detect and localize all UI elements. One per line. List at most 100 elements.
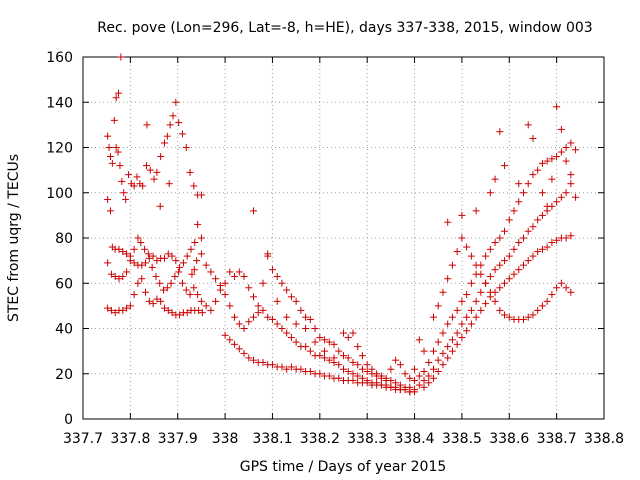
data-point	[115, 245, 123, 253]
data-point	[207, 306, 215, 314]
y-tick-label: 60	[55, 276, 73, 292]
data-point	[123, 250, 131, 258]
data-point	[302, 343, 310, 351]
data-point	[543, 243, 551, 251]
data-point	[501, 227, 509, 235]
data-point	[231, 340, 239, 348]
data-point	[149, 252, 157, 260]
data-point	[354, 343, 362, 351]
x-tick-label: 338.1	[252, 431, 292, 447]
data-point	[458, 334, 466, 342]
data-point	[306, 347, 314, 355]
data-point	[198, 309, 206, 317]
data-point	[344, 334, 352, 342]
data-point	[415, 336, 423, 344]
y-tick-label: 20	[55, 367, 73, 383]
data-point	[448, 347, 456, 355]
data-point	[130, 245, 138, 253]
data-point	[519, 234, 527, 242]
data-point	[510, 270, 518, 278]
data-point	[231, 272, 239, 280]
data-point	[515, 180, 523, 188]
data-point	[134, 279, 142, 287]
data-point	[169, 112, 177, 120]
data-point	[434, 367, 442, 375]
data-point	[292, 297, 300, 305]
data-point	[163, 284, 171, 292]
data-point	[330, 354, 338, 362]
data-point	[553, 103, 561, 111]
data-point	[439, 329, 447, 337]
data-point	[458, 320, 466, 328]
data-point	[562, 234, 570, 242]
data-point	[453, 306, 461, 314]
data-points	[104, 53, 580, 396]
data-point	[321, 354, 329, 362]
data-point	[458, 297, 466, 305]
data-point	[164, 306, 172, 314]
data-point	[415, 381, 423, 389]
data-point	[107, 270, 115, 278]
data-point	[207, 268, 215, 276]
data-point	[510, 245, 518, 253]
data-point	[505, 275, 513, 283]
data-point	[444, 320, 452, 328]
data-point	[557, 148, 565, 156]
data-point	[302, 325, 310, 332]
data-point	[153, 257, 161, 265]
x-tick-label: 338.4	[394, 431, 434, 447]
data-point	[268, 315, 276, 323]
data-point	[120, 189, 128, 197]
data-point	[259, 358, 267, 366]
data-point	[363, 361, 371, 369]
data-point	[534, 248, 542, 256]
y-tick-label: 40	[55, 322, 73, 338]
data-point	[221, 291, 229, 299]
data-point	[401, 370, 409, 378]
data-point	[534, 166, 542, 174]
data-point	[548, 175, 556, 183]
data-point	[453, 329, 461, 337]
x-tick-label: 338.7	[537, 431, 577, 447]
data-point	[190, 182, 198, 190]
data-point	[250, 207, 258, 215]
data-point	[401, 386, 409, 394]
data-point	[411, 365, 419, 373]
data-point	[524, 313, 532, 321]
data-point	[190, 266, 198, 274]
data-point	[306, 367, 314, 375]
data-point	[150, 175, 158, 183]
data-point	[145, 297, 153, 305]
data-point	[115, 89, 123, 97]
data-point	[111, 272, 119, 280]
data-point	[349, 329, 357, 337]
data-point	[292, 338, 300, 346]
data-point	[515, 266, 523, 274]
data-point	[562, 284, 570, 292]
data-point	[548, 155, 556, 163]
data-point	[164, 250, 172, 258]
data-point	[477, 306, 485, 314]
data-point	[472, 297, 480, 305]
data-point	[519, 315, 527, 323]
data-point	[377, 381, 385, 389]
data-point	[382, 374, 390, 382]
data-point	[529, 134, 537, 142]
x-tick-label: 337.9	[158, 431, 198, 447]
data-point	[325, 356, 333, 364]
data-point	[335, 374, 343, 382]
y-tick-label: 160	[46, 50, 73, 66]
data-point	[179, 259, 187, 267]
data-point	[141, 245, 149, 253]
data-point	[344, 354, 352, 362]
data-point	[467, 320, 475, 328]
data-point	[448, 336, 456, 344]
data-point	[306, 315, 314, 323]
data-point	[439, 361, 447, 369]
data-point	[134, 234, 142, 242]
data-point	[529, 223, 537, 231]
data-point	[448, 261, 456, 269]
data-point	[168, 309, 176, 317]
data-point	[387, 365, 395, 373]
data-point	[567, 232, 575, 240]
